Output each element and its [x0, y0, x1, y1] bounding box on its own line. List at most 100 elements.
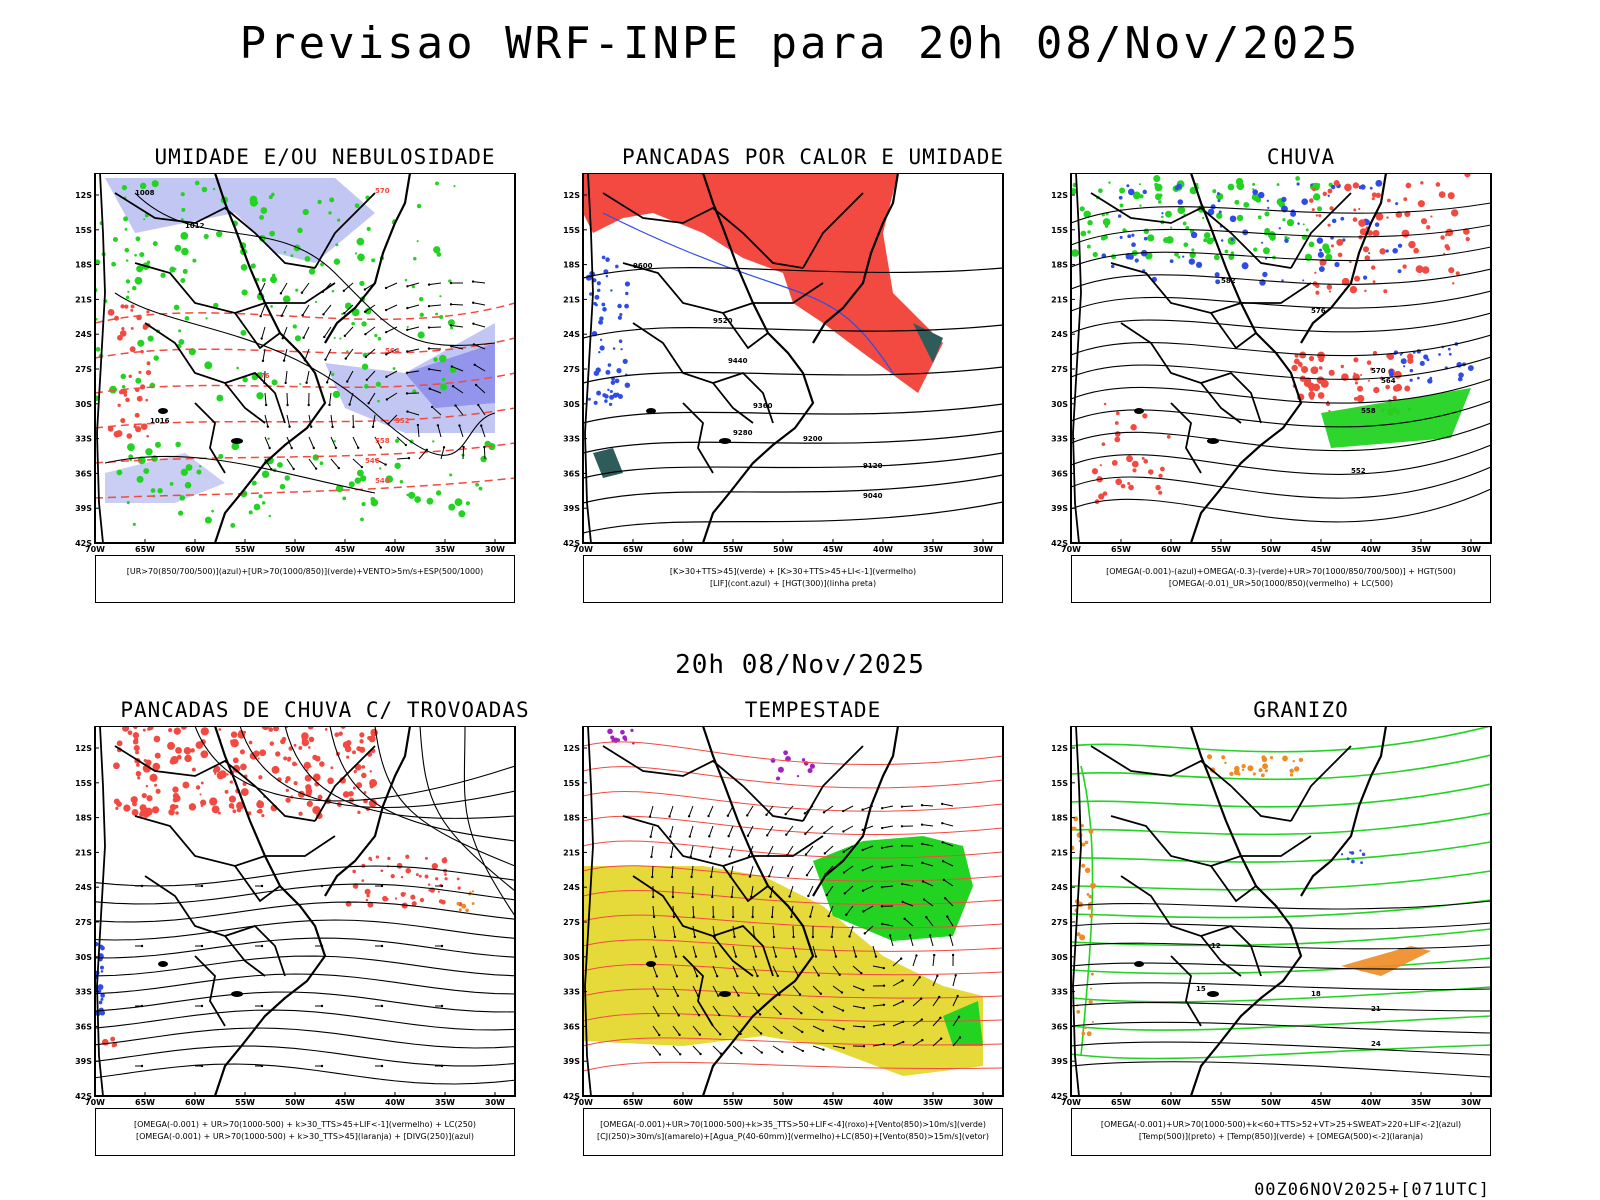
- wind-vector: [440, 447, 445, 460]
- lon-tick-label: 70W: [573, 1098, 593, 1106]
- wind-vector: [900, 825, 904, 828]
- lon-tick-label: 50W: [285, 545, 305, 553]
- rain-red: [1130, 424, 1137, 431]
- storm-cells-red: [400, 875, 404, 879]
- humidity-area-blue: [105, 178, 375, 263]
- thickness-label-red: [145, 398, 149, 402]
- wind-vector: [658, 1053, 662, 1056]
- omega-orange: [1090, 882, 1096, 889]
- humidity-blob-green: [178, 329, 182, 333]
- wind-vector: [473, 363, 476, 367]
- lat-tick-label: 36S: [1051, 1022, 1068, 1031]
- legend-line: [LIF](cont.azul) + [HGT(300)](linha pret…: [709, 579, 877, 588]
- rain-red: [1127, 481, 1131, 486]
- storm-cells-red: [228, 795, 236, 803]
- humidity-blob-green: [259, 372, 263, 375]
- lon-tick-label: 40W: [1361, 545, 1381, 553]
- lat-tick-label: 21S: [75, 295, 92, 304]
- wind-vector: [651, 895, 655, 899]
- wind-vector: [344, 326, 354, 337]
- humidity-blob-green: [364, 307, 372, 315]
- lon-tick-label: 70W: [85, 1098, 105, 1106]
- thickness-label-red: [135, 426, 142, 433]
- rain-red: [1349, 260, 1352, 264]
- storm-cells-red: [287, 758, 291, 762]
- rain-blue: [1118, 195, 1123, 200]
- lon-tick-label: 35W: [435, 545, 455, 553]
- storm-cells-red: [361, 772, 367, 779]
- omega-orange: [1081, 842, 1086, 847]
- lon-tick-label: 65W: [135, 1098, 155, 1106]
- wind-vector: [345, 348, 354, 359]
- wind-vector: [292, 467, 295, 471]
- rain-blue: [1340, 216, 1345, 221]
- humidity-blob-green: [319, 461, 324, 466]
- omega-orange: [1206, 754, 1213, 760]
- wind-vector: [290, 446, 293, 450]
- wind-vector: [679, 1053, 682, 1056]
- humidity-blob-green: [432, 440, 435, 443]
- lifted-index-blue: [607, 363, 612, 367]
- humidity-blob-green: [249, 195, 258, 204]
- rain-red: [1353, 372, 1356, 375]
- rain-green: [1139, 194, 1144, 199]
- humidity-blob-green: [406, 325, 409, 328]
- wind-vector: [367, 401, 370, 405]
- storm-cells-red: [168, 808, 175, 816]
- temp850-green: [1071, 783, 1491, 808]
- wind-vector: [454, 404, 457, 407]
- wind-vector: [458, 424, 461, 427]
- rain-red: [1371, 192, 1377, 198]
- wind-vector: [334, 446, 338, 450]
- country-border: [712, 371, 774, 424]
- wind-vector: [780, 1031, 783, 1035]
- lifted-index-blue: [593, 370, 600, 376]
- wind-vector: [843, 845, 854, 853]
- wind-vector: [678, 1033, 681, 1037]
- humidity-blob-green: [125, 279, 131, 284]
- wind-vector: [823, 805, 834, 813]
- height-contour: [1071, 466, 1491, 499]
- humidity-blob-green: [312, 454, 319, 461]
- wind-vector: [692, 1045, 701, 1055]
- wind-vector: [812, 1025, 824, 1032]
- rain-red: [1371, 197, 1375, 201]
- streamline: [95, 973, 515, 995]
- severe-purple: [607, 728, 613, 735]
- wind-vector: [405, 392, 409, 395]
- isobar: [114, 292, 496, 456]
- rain-red: [1420, 181, 1424, 185]
- rain-red: [1430, 215, 1433, 218]
- storm-cells-red: [173, 727, 181, 735]
- rain-blue: [1327, 194, 1330, 197]
- wind-vector: [812, 1045, 824, 1051]
- storm-cells-red: [356, 782, 363, 789]
- lat-tick-label: 39S: [563, 504, 580, 513]
- wind-vector: [862, 1006, 865, 1010]
- rain-blue: [1290, 210, 1297, 217]
- wind-vector: [417, 425, 420, 438]
- lifted-index-blue: [624, 303, 629, 309]
- storm-cells-red: [368, 856, 372, 861]
- wind-vector: [384, 330, 388, 334]
- storm-cells-red: [313, 773, 321, 782]
- wind-vector: [872, 965, 884, 969]
- country-border: [1200, 371, 1262, 424]
- wind-vector: [825, 865, 834, 875]
- wind-vector: [942, 878, 946, 882]
- wind-vector: [692, 1025, 701, 1035]
- humidity-blob-green: [124, 247, 130, 253]
- storm-cells-red: [182, 781, 190, 789]
- storm-cells-red: [330, 766, 334, 770]
- rain-red: [1353, 357, 1359, 363]
- storm-cells-red: [368, 799, 377, 808]
- country-border: [144, 322, 266, 424]
- rain-area-green: [1321, 388, 1471, 448]
- humidity-blob-green: [475, 482, 479, 487]
- thickness-label-red: [129, 346, 136, 353]
- lifted-index-blue: [617, 303, 622, 309]
- storm-cells-red: [116, 740, 123, 747]
- humidity-blob-green: [111, 261, 117, 267]
- storm-cells-red: [232, 757, 239, 764]
- storm-cells-red: [170, 755, 179, 765]
